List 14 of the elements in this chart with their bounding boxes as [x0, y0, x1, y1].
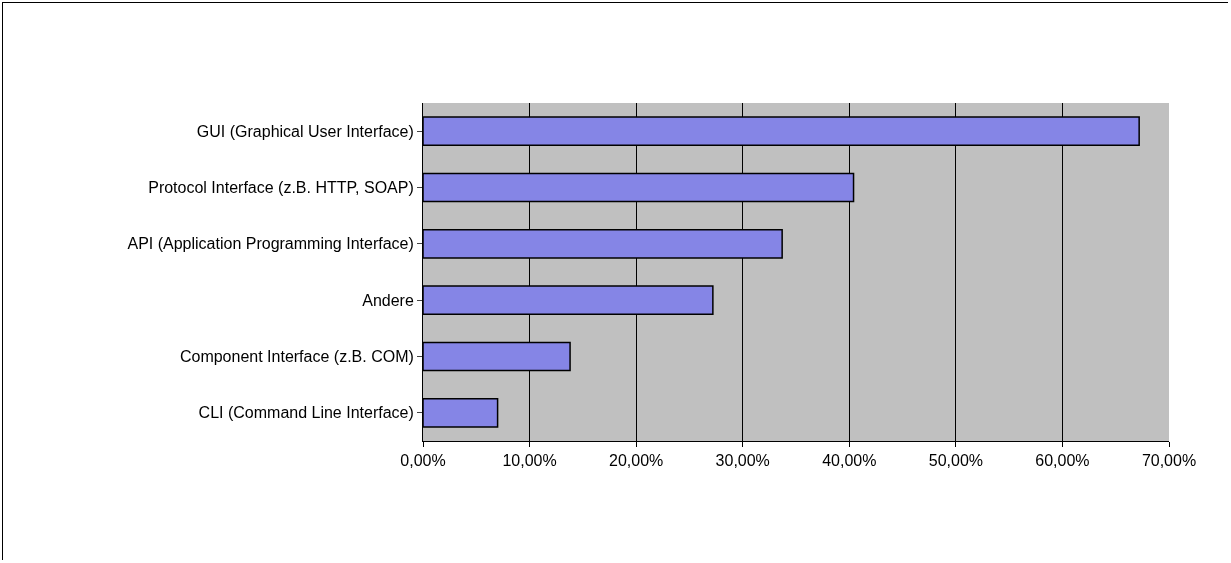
x-tick-label: 20,00% [609, 452, 664, 470]
x-tick-label: 60,00% [1035, 452, 1090, 470]
y-tick-label: Component Interface (z.B. COM) [179, 348, 414, 366]
x-tick-label: 40,00% [822, 452, 877, 470]
x-tick-label: 30,00% [715, 452, 770, 470]
y-tick-label: GUI (Graphical User Interface) [196, 122, 414, 140]
y-tick-label: Andere [362, 291, 414, 309]
y-tick-label: API (Application Programming Interface) [127, 235, 414, 253]
x-tick-label: 10,00% [502, 452, 557, 470]
x-tick-label: 70,00% [1141, 452, 1197, 470]
x-tick-label: 0,00% [400, 452, 446, 470]
y-tick-label: Protocol Interface (z.B. HTTP, SOAP) [148, 179, 414, 197]
y-tick-label: CLI (Command Line Interface) [198, 404, 414, 422]
x-tick-label: 50,00% [928, 452, 983, 470]
